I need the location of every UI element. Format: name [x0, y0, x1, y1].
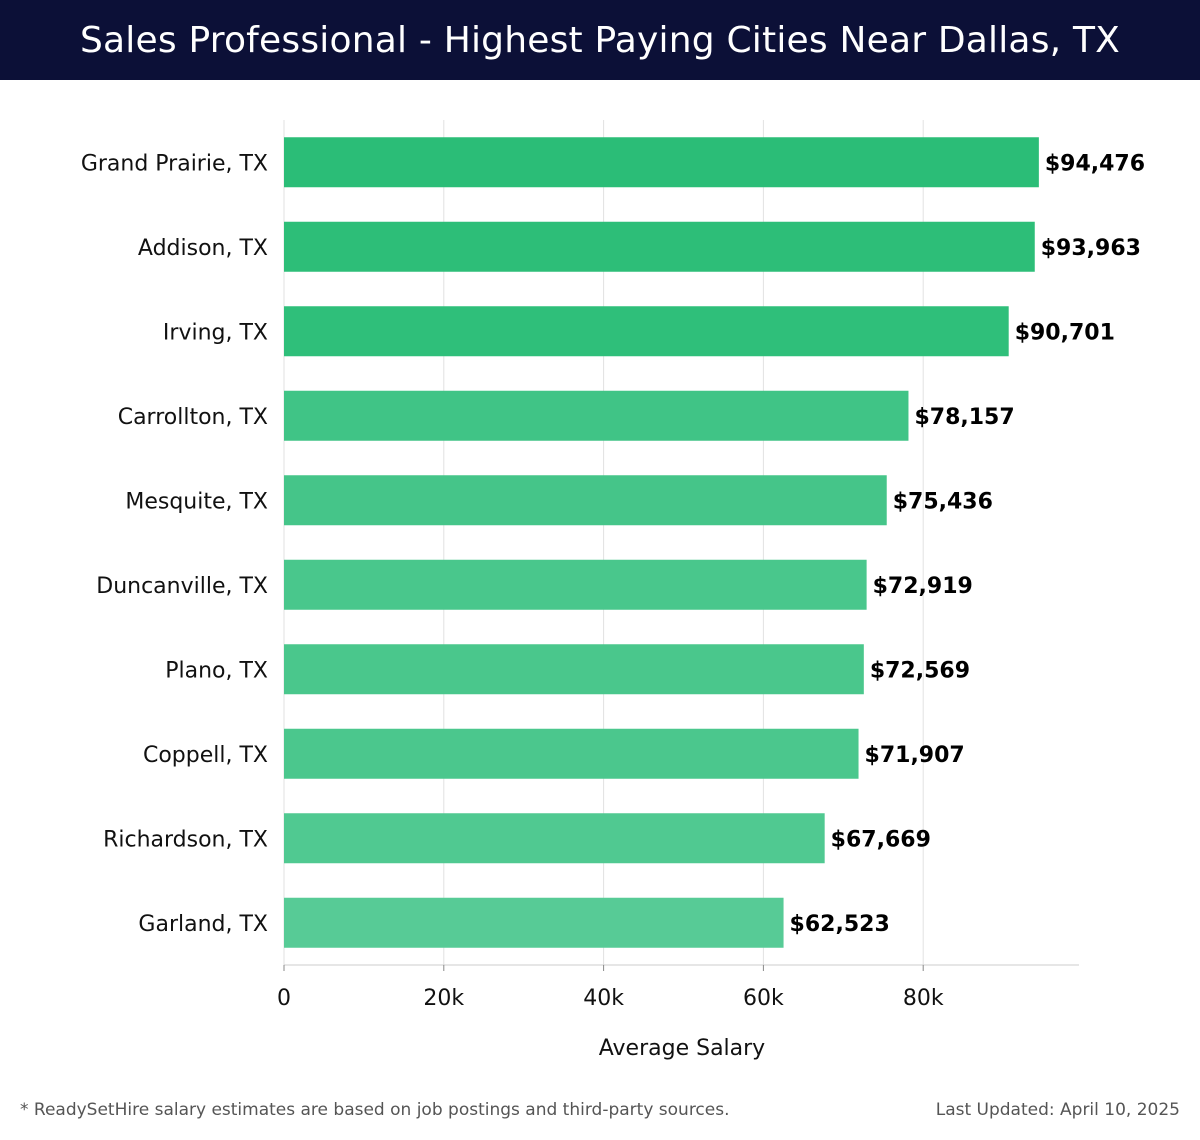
- bar: [284, 728, 859, 779]
- title-bar: Sales Professional - Highest Paying Citi…: [0, 0, 1200, 80]
- category-label: Irving, TX: [163, 320, 268, 345]
- x-tick-label: 0: [277, 986, 291, 1011]
- value-label: $72,569: [870, 658, 970, 683]
- value-label: $71,907: [865, 743, 965, 768]
- value-label: $72,919: [873, 574, 973, 599]
- category-label: Mesquite, TX: [125, 489, 268, 514]
- bar-chart: 0 20k 40k 60k 80k Grand Prairie, TX $94,476 Add…: [81, 120, 1145, 1061]
- category-label: Garland, TX: [138, 912, 268, 937]
- value-label: $67,669: [831, 827, 931, 852]
- x-tick-label: 80k: [903, 986, 944, 1011]
- bar: [284, 221, 1035, 272]
- value-label: $94,476: [1045, 151, 1145, 176]
- bar: [284, 897, 784, 948]
- chart-title: Sales Professional - Highest Paying Citi…: [80, 19, 1120, 61]
- category-label: Duncanville, TX: [96, 574, 268, 599]
- category-label: Grand Prairie, TX: [81, 151, 268, 176]
- value-label: $93,963: [1041, 236, 1141, 261]
- bar: [284, 390, 909, 441]
- bar: [284, 475, 887, 526]
- value-label: $75,436: [893, 489, 993, 514]
- bar: [284, 559, 867, 610]
- x-axis-title: Average Salary: [599, 1036, 765, 1061]
- bar: [284, 813, 825, 864]
- x-tick-label: 40k: [583, 986, 624, 1011]
- last-updated: Last Updated: April 10, 2025: [935, 1100, 1180, 1120]
- category-label: Plano, TX: [165, 658, 268, 683]
- bar: [284, 306, 1009, 357]
- category-label: Carrollton, TX: [118, 405, 268, 430]
- value-label: $62,523: [790, 912, 890, 937]
- footer-note: * ReadySetHire salary estimates are base…: [20, 1100, 730, 1120]
- value-label: $90,701: [1015, 320, 1115, 345]
- value-label: $78,157: [914, 405, 1014, 430]
- x-tick-label: 20k: [423, 986, 464, 1011]
- footer: * ReadySetHire salary estimates are base…: [0, 1096, 1200, 1126]
- bar: [284, 137, 1039, 188]
- x-tick-label: 60k: [743, 986, 784, 1011]
- bar: [284, 644, 864, 695]
- category-label: Addison, TX: [138, 236, 268, 261]
- category-label: Richardson, TX: [103, 827, 268, 852]
- category-label: Coppell, TX: [143, 743, 268, 768]
